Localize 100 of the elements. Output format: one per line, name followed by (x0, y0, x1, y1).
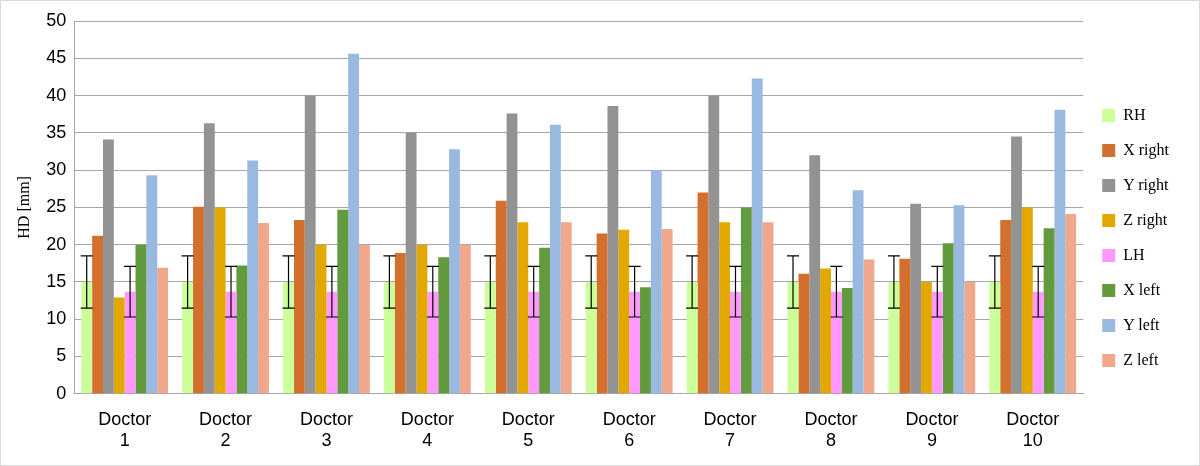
y-tick-label: 15 (46, 270, 67, 291)
bar (247, 160, 259, 394)
x-tick-label: Doctor 4 (400, 408, 454, 451)
legend-label: LH (1123, 245, 1145, 263)
bar (798, 273, 810, 394)
bar (560, 222, 572, 394)
bar (405, 132, 417, 394)
bar (326, 291, 338, 394)
bar (506, 113, 518, 394)
x-tick-label: Doctor 10 (1006, 408, 1060, 451)
bar (283, 281, 294, 394)
bar (459, 244, 471, 394)
bar (708, 95, 720, 394)
bar (830, 291, 842, 394)
legend-label: RH (1123, 105, 1146, 123)
bar (964, 281, 976, 394)
y-tick-label: 10 (46, 308, 67, 329)
bar (517, 222, 529, 394)
bar (203, 123, 215, 394)
bar (102, 139, 114, 394)
bar (124, 291, 136, 394)
bar (899, 258, 911, 394)
bar (135, 244, 147, 394)
bar (629, 291, 641, 394)
bar (315, 244, 327, 394)
bar (438, 257, 450, 394)
bar (81, 281, 93, 394)
bar (686, 281, 698, 394)
bar (762, 222, 774, 394)
bar (539, 247, 550, 394)
bar (214, 207, 226, 394)
bar (304, 95, 316, 394)
bar (528, 291, 540, 394)
x-tick-label: Doctor 9 (905, 408, 959, 451)
bar (348, 53, 360, 394)
bar (359, 244, 370, 394)
y-tick-label: 0 (56, 382, 67, 403)
bar (383, 281, 395, 394)
bar (293, 220, 305, 394)
bar (942, 243, 954, 394)
legend-label: Z right (1123, 210, 1168, 229)
bar (661, 229, 673, 394)
bar (751, 78, 763, 394)
y-tick-label: 20 (46, 233, 67, 254)
y-axis-title: HD [mm] (14, 176, 32, 239)
bar (449, 149, 460, 394)
legend-label: Z left (1123, 350, 1159, 368)
y-tick-label: 30 (46, 159, 67, 180)
bar (989, 281, 1001, 394)
y-tick-label: 5 (56, 345, 67, 366)
bar (427, 291, 439, 394)
bar (484, 281, 496, 394)
bar (416, 244, 428, 394)
bar (1054, 109, 1066, 394)
bar (607, 106, 619, 394)
y-tick-label: 35 (46, 121, 67, 142)
bar (394, 252, 406, 394)
bar (1065, 214, 1077, 394)
bar (740, 207, 752, 394)
bar (863, 259, 875, 394)
bar (596, 233, 608, 394)
bar (146, 175, 158, 394)
bar (258, 223, 269, 394)
x-tick-label: Doctor 6 (602, 408, 656, 451)
bar (1032, 291, 1044, 394)
y-tick-label: 25 (46, 196, 67, 217)
bar (1043, 228, 1055, 394)
bar (495, 200, 507, 394)
bar (585, 281, 597, 394)
bar (910, 203, 922, 394)
bar (193, 206, 204, 394)
x-tick-label: Doctor 7 (703, 408, 757, 451)
x-tick-label: Doctor 3 (299, 408, 353, 451)
x-tick-label: Doctor 5 (501, 408, 555, 451)
bar (1000, 220, 1012, 394)
bar (841, 287, 853, 394)
legend-label: Y left (1123, 315, 1161, 333)
y-tick-label: 40 (46, 84, 67, 105)
x-tick-label: Doctor 8 (804, 408, 858, 451)
legend-label: X right (1123, 140, 1170, 159)
bar (640, 287, 651, 394)
bar (1011, 136, 1022, 394)
bar (719, 222, 731, 394)
y-tick-label: 50 (46, 9, 67, 30)
bar (236, 265, 248, 394)
bar (931, 291, 943, 394)
bar (888, 281, 900, 394)
x-tick-label: Doctor 1 (98, 408, 152, 451)
legend-label: Y right (1123, 175, 1169, 194)
bar (1021, 207, 1033, 394)
bar (182, 281, 194, 394)
bar (820, 268, 831, 394)
bar (92, 235, 103, 394)
bar (730, 291, 741, 394)
x-tick-label: Doctor 2 (199, 408, 253, 451)
bar (549, 124, 561, 394)
y-tick-label: 45 (46, 47, 67, 68)
bar (113, 297, 125, 394)
bar (697, 192, 709, 394)
bar (953, 205, 965, 394)
